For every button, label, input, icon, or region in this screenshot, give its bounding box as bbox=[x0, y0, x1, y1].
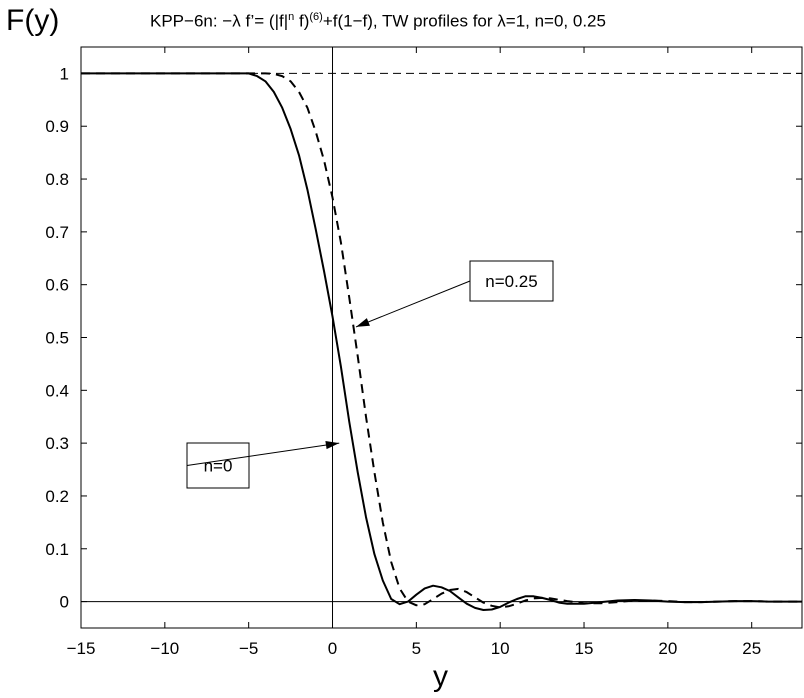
ticks-group: −15 −10 −5 0 5 10 15 20 25 0 0.1 0.2 0.3 0.4 0.5 0.6 0.7… bbox=[45, 47, 802, 658]
x-tick-label: 0 bbox=[328, 639, 337, 658]
y-tick-label: 0.2 bbox=[45, 487, 69, 506]
annotation-n025-arrowhead bbox=[355, 318, 370, 327]
series-line-n0 bbox=[81, 72, 802, 611]
y-tick-label: 0.8 bbox=[45, 170, 69, 189]
y-tick-label: 0.6 bbox=[45, 276, 69, 295]
title-suffix: +f(1−f), TW profiles for λ=1, n=0, 0.25 bbox=[322, 11, 606, 31]
x-tick-label: 10 bbox=[491, 639, 510, 658]
x-tick-label: −5 bbox=[239, 639, 258, 658]
series-line-n025 bbox=[81, 72, 802, 609]
title-sup-6: (6) bbox=[309, 11, 323, 23]
x-tick-label: 25 bbox=[742, 639, 761, 658]
y-tick-label: 0.1 bbox=[45, 540, 69, 559]
y-tick-label: 0.3 bbox=[45, 434, 69, 453]
y-tick-label: 0.9 bbox=[45, 117, 69, 136]
annotation-n025-arrow bbox=[355, 280, 471, 328]
annotations-group: n=0.25 n=0 bbox=[186, 260, 554, 489]
title-mid: f) bbox=[294, 11, 310, 31]
y-tick-label: 0.7 bbox=[45, 223, 69, 242]
annotation-n0-label: n=0 bbox=[204, 457, 233, 476]
x-tick-label: 5 bbox=[412, 639, 421, 658]
x-tick-label: −10 bbox=[150, 639, 179, 658]
y-tick-label: 0.4 bbox=[45, 381, 69, 400]
y-tick-label: 1 bbox=[60, 64, 69, 83]
plot-frame bbox=[80, 46, 803, 629]
title-prefix: KPP−6n: −λ f’= (|f| bbox=[150, 11, 289, 31]
reference-lines bbox=[81, 47, 802, 628]
title-sup-n: n bbox=[288, 11, 295, 23]
annotation-n025-box bbox=[469, 260, 554, 302]
x-tick-label: 20 bbox=[658, 639, 677, 658]
annotation-n0-arrowhead bbox=[325, 440, 340, 450]
y-axis-label: F(y) bbox=[6, 4, 60, 37]
x-tick-label: −15 bbox=[67, 639, 96, 658]
x-tick-label: 15 bbox=[575, 639, 594, 658]
annotation-n0-box bbox=[186, 442, 250, 489]
y-tick-label: 0 bbox=[60, 593, 69, 612]
annotation-n0-arrow bbox=[186, 442, 340, 466]
y-tick-label: 0.5 bbox=[45, 329, 69, 348]
chart-title: KPP−6n: −λ f’= (|f|n f)(6)+f(1−f), TW pr… bbox=[150, 11, 606, 32]
annotation-n025-label: n=0.25 bbox=[485, 272, 537, 291]
series-group bbox=[81, 72, 802, 611]
x-axis-label: y bbox=[433, 660, 448, 693]
